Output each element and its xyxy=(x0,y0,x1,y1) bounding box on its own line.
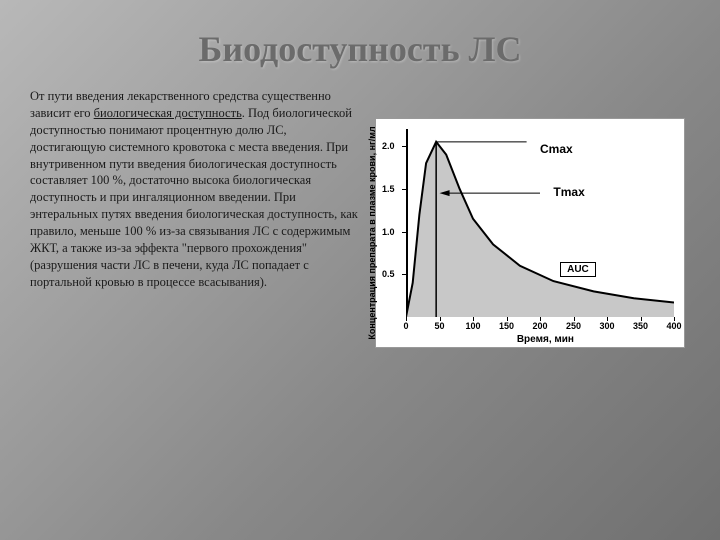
x-tick: 350 xyxy=(633,321,648,331)
x-tick: 400 xyxy=(666,321,681,331)
x-tick: 200 xyxy=(532,321,547,331)
y-axis-label: Концентрация препарата в плазме крови, н… xyxy=(367,126,377,339)
chart-container: Концентрация препарата в плазме крови, н… xyxy=(375,88,690,348)
y-tick: 1.5 xyxy=(382,184,395,194)
body-text: От пути введения лекарственного средства… xyxy=(30,88,360,348)
tmax-label: Tmax xyxy=(553,185,584,199)
x-tick: 100 xyxy=(465,321,480,331)
x-tick: 300 xyxy=(599,321,614,331)
x-axis-label: Время, мин xyxy=(517,334,574,345)
x-tick: 0 xyxy=(403,321,408,331)
x-tick: 250 xyxy=(566,321,581,331)
text-post: . Под биологической доступностью понимаю… xyxy=(30,106,358,289)
cmax-label: Cmax xyxy=(540,142,573,156)
y-tick: 1.0 xyxy=(382,227,395,237)
y-tick: 0.5 xyxy=(382,269,395,279)
x-tick: 150 xyxy=(499,321,514,331)
chart: Концентрация препарата в плазме крови, н… xyxy=(375,118,685,348)
content-row: От пути введения лекарственного средства… xyxy=(0,88,720,348)
auc-label: AUC xyxy=(560,262,596,277)
x-tick: 50 xyxy=(434,321,444,331)
page-title: Биодоступность ЛС xyxy=(0,0,720,88)
text-underline: биологическая доступность xyxy=(94,106,242,120)
plot-area: 0.51.01.52.0050100150200250300350400Cmax… xyxy=(406,129,674,317)
y-tick: 2.0 xyxy=(382,141,395,151)
